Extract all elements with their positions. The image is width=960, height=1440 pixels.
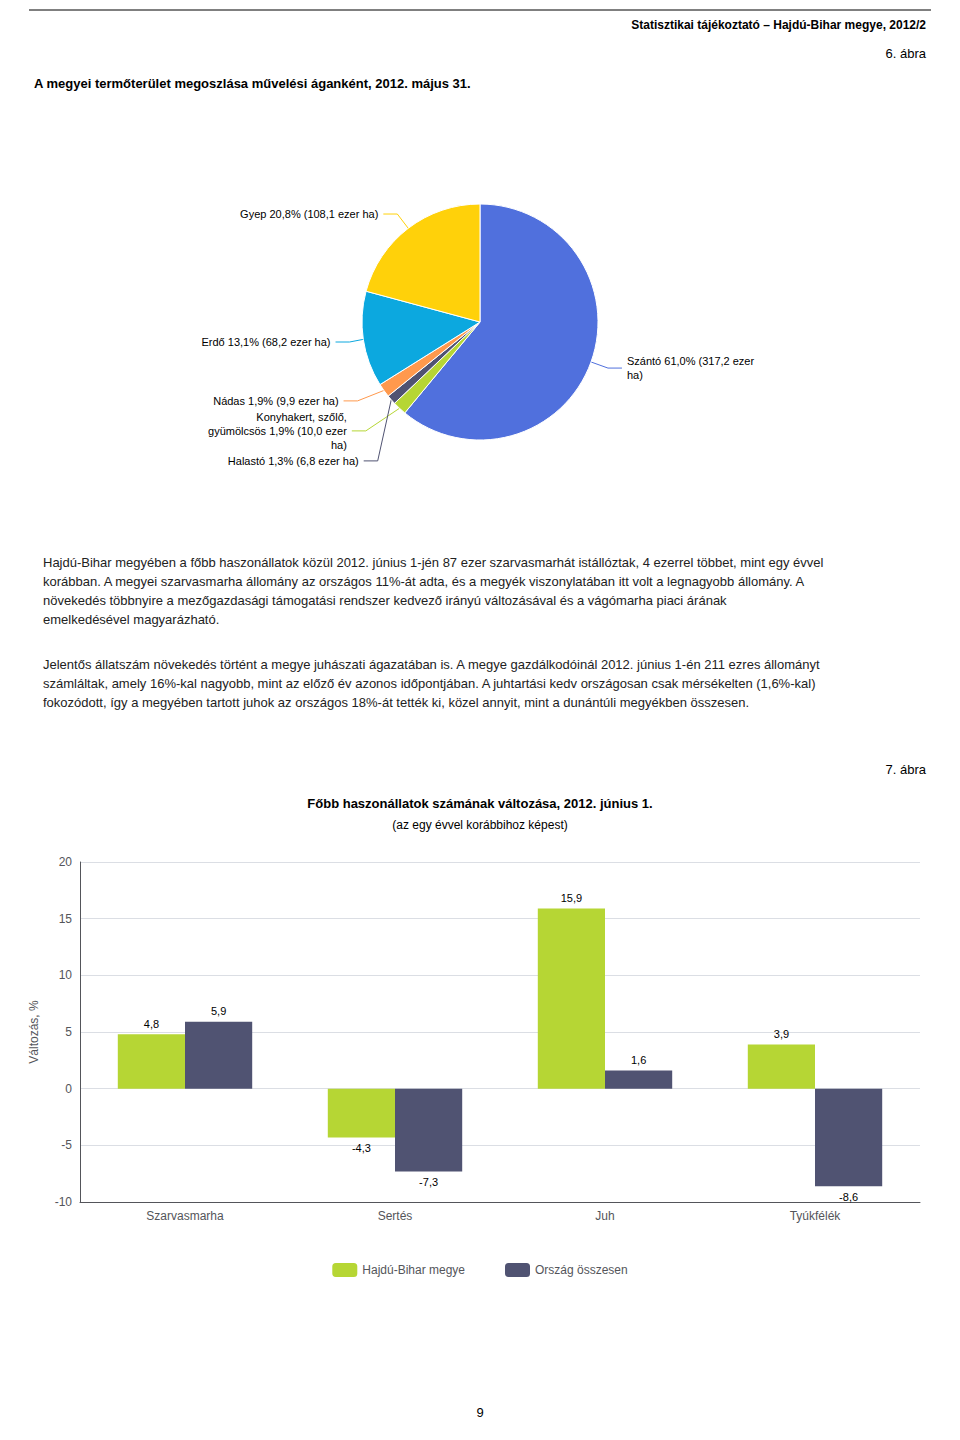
svg-text:9: 9 <box>476 1405 483 1420</box>
svg-text:Jelentős állatszám növekedés t: Jelentős állatszám növekedés történt a m… <box>43 657 823 672</box>
svg-text:Szarvasmarha: Szarvasmarha <box>146 1209 224 1223</box>
svg-text:Statisztikai tájékoztató – Haj: Statisztikai tájékoztató – Hajdú-Bihar m… <box>631 18 926 32</box>
svg-text:5,9: 5,9 <box>211 1005 226 1017</box>
svg-text:Konyhakert, szőlő,: Konyhakert, szőlő, <box>256 411 347 423</box>
svg-text:6. ábra: 6. ábra <box>886 46 927 61</box>
svg-text:Sertés: Sertés <box>378 1209 413 1223</box>
svg-text:7. ábra: 7. ábra <box>886 762 927 777</box>
svg-text:(az egy évvel korábbihoz képes: (az egy évvel korábbihoz képest) <box>392 818 567 832</box>
svg-text:Gyep 20,8% (108,1 ezer ha): Gyep 20,8% (108,1 ezer ha) <box>240 208 378 220</box>
svg-text:növekedés többnyire a mezőgazd: növekedés többnyire a mezőgazdasági támo… <box>43 593 730 608</box>
svg-text:fokozódott, így a megyében tar: fokozódott, így a megyében tartott juhok… <box>43 695 749 710</box>
svg-text:3,9: 3,9 <box>774 1028 789 1040</box>
svg-text:Főbb haszonállatok számának vá: Főbb haszonállatok számának változása, 2… <box>307 796 652 811</box>
svg-text:ha): ha) <box>331 439 347 451</box>
svg-text:-4,3: -4,3 <box>352 1142 371 1154</box>
svg-text:számláltak, amely 16%-kal nagy: számláltak, amely 16%-kal nagyobb, mint … <box>43 676 819 691</box>
svg-text:korábban. A megyei szarvasmarh: korábban. A megyei szarvasmarha állomány… <box>43 574 807 589</box>
svg-text:Hajdú-Bihar megyében a főbb ha: Hajdú-Bihar megyében a főbb haszonállato… <box>43 555 827 570</box>
svg-text:10: 10 <box>59 968 73 982</box>
svg-text:A megyei termőterület megoszlá: A megyei termőterület megoszlása művelés… <box>34 76 471 91</box>
svg-text:4,8: 4,8 <box>144 1018 159 1030</box>
svg-text:gyümölcsös 1,9% (10,0 ezer: gyümölcsös 1,9% (10,0 ezer <box>208 425 347 437</box>
svg-text:5: 5 <box>65 1025 72 1039</box>
svg-text:Változás, %: Változás, % <box>27 1000 41 1064</box>
svg-text:-10: -10 <box>55 1195 73 1209</box>
svg-text:15,9: 15,9 <box>561 892 582 904</box>
svg-text:ha): ha) <box>627 369 643 381</box>
svg-text:-8,6: -8,6 <box>839 1191 858 1203</box>
svg-text:0: 0 <box>65 1082 72 1096</box>
svg-text:15: 15 <box>59 912 73 926</box>
svg-text:Tyúkfélék: Tyúkfélék <box>790 1209 842 1223</box>
svg-text:Ország összesen: Ország összesen <box>535 1263 628 1277</box>
svg-text:Juh: Juh <box>595 1209 614 1223</box>
svg-text:Szántó 61,0% (317,2 ezer: Szántó 61,0% (317,2 ezer <box>627 355 755 367</box>
svg-text:-5: -5 <box>61 1138 72 1152</box>
svg-text:emelkedésével magyarázható.: emelkedésével magyarázható. <box>43 612 219 627</box>
svg-text:Erdő 13,1% (68,2 ezer ha): Erdő 13,1% (68,2 ezer ha) <box>202 336 331 348</box>
svg-text:Hajdú-Bihar megye: Hajdú-Bihar megye <box>362 1263 465 1277</box>
svg-text:Halastó 1,3% (6,8 ezer ha): Halastó 1,3% (6,8 ezer ha) <box>228 455 359 467</box>
svg-text:-7,3: -7,3 <box>419 1176 438 1188</box>
svg-text:1,6: 1,6 <box>631 1054 646 1066</box>
svg-text:20: 20 <box>59 855 73 869</box>
svg-text:Nádas 1,9% (9,9 ezer ha): Nádas 1,9% (9,9 ezer ha) <box>213 395 338 407</box>
